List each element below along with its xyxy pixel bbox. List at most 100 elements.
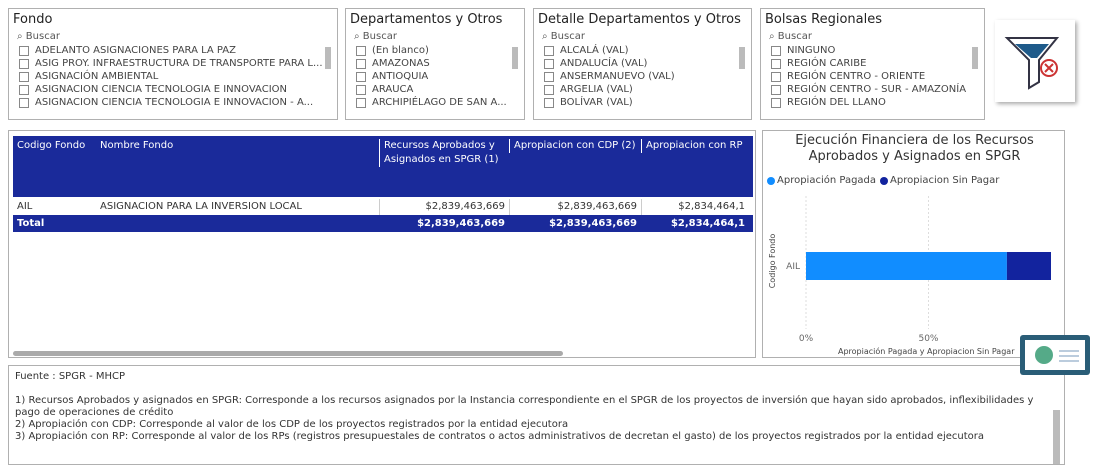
checkbox	[19, 72, 29, 82]
note-line: 2) Apropiación con CDP: Corresponde al v…	[15, 419, 1045, 431]
note-line: 3) Apropiación con RP: Corresponde al va…	[15, 431, 1045, 443]
item-label: ARAUCA	[372, 84, 413, 95]
item-label: REGIÓN DEL LLANO	[787, 97, 886, 108]
slicer-title: Fondo	[13, 12, 337, 27]
bar-segment	[806, 252, 1007, 280]
checkbox	[544, 46, 554, 56]
checkbox	[544, 72, 554, 82]
item-label: AMAZONAS	[372, 58, 430, 69]
checkbox	[544, 98, 554, 108]
x-tick-label: 50%	[918, 334, 938, 344]
checkbox	[771, 72, 781, 82]
scrollbar[interactable]	[1053, 410, 1060, 465]
item-label: (En blanco)	[372, 45, 429, 56]
column-header: Recursos Aprobados y Asignados en SPGR (…	[379, 139, 509, 167]
x-axis-title: Apropiación Pagada y Apropiacion Sin Pag…	[838, 346, 1015, 356]
slicer-item[interactable]: ARGELIA (VAL)	[544, 83, 751, 96]
total-cell: Total	[13, 215, 96, 232]
slicer-item[interactable]: AMAZONAS	[356, 57, 524, 70]
filter-icon	[995, 20, 1075, 102]
table-cell: $2,834,464,1	[641, 199, 749, 215]
clear-filters-button[interactable]	[995, 20, 1075, 102]
app-icon[interactable]	[1020, 335, 1090, 375]
total-cell: $2,839,463,669	[379, 215, 509, 232]
search-box[interactable]: ⌕ Buscar	[769, 31, 984, 42]
search-placeholder: Buscar	[778, 31, 812, 42]
slicer: Departamentos y Otros ⌕ Buscar (En blanco)…	[345, 8, 525, 120]
chart-plot: 0% 50% Apropiación Pagada y Apropiacion Si…	[763, 131, 1065, 358]
slicer-item[interactable]: BOLÍVAR (VAL)	[544, 96, 751, 109]
slicer-title: Detalle Departamentos y Otros	[538, 12, 751, 27]
slicer-item[interactable]: ANDALUCÍA (VAL)	[544, 57, 751, 70]
source: Fuente : SPGR - MHCP	[15, 371, 1058, 383]
column-header: Nombre Fondo	[96, 139, 379, 153]
search-box[interactable]: ⌕ Buscar	[17, 31, 337, 42]
checkbox	[544, 59, 554, 69]
chart-visual: Ejecución Financiera de los Recursos Apr…	[762, 130, 1065, 358]
y-tick-label: AIL	[786, 262, 800, 272]
slicer-item[interactable]: (En blanco)	[356, 44, 524, 57]
checkbox	[356, 72, 366, 82]
item-label: ARGELIA (VAL)	[560, 84, 633, 95]
slicer-item[interactable]: ANSERMANUEVO (VAL)	[544, 70, 751, 83]
slicer-item[interactable]: ARCHIPIÉLAGO DE SAN A...	[356, 96, 524, 109]
slicer-item[interactable]: ANTIOQUIA	[356, 70, 524, 83]
notes-box: Fuente : SPGR - MHCP 1) Recursos Aprobad…	[8, 365, 1065, 465]
table-cell: ASIGNACION PARA LA INVERSION LOCAL	[96, 199, 379, 215]
x-tick-label: 0%	[799, 334, 814, 344]
slicer-item[interactable]: ASIG PROY. INFRAESTRUCTURA DE TRANSPORTE…	[19, 57, 337, 70]
scrollbar[interactable]	[13, 351, 563, 356]
checkbox	[544, 85, 554, 95]
slicer-item[interactable]: ARAUCA	[356, 83, 524, 96]
checkbox	[771, 59, 781, 69]
slicer-item[interactable]: ADELANTO ASIGNACIONES PARA LA PAZ	[19, 44, 337, 57]
slicer-item[interactable]: REGIÓN CENTRO - ORIENTE	[771, 70, 984, 83]
slicer-item[interactable]: REGIÓN DEL LLANO	[771, 96, 984, 109]
y-axis-title: Codigo Fondo	[768, 234, 777, 289]
checkbox	[19, 98, 29, 108]
item-label: BOLÍVAR (VAL)	[560, 97, 633, 108]
slicer-item[interactable]: ASIGNACION CIENCIA TECNOLOGIA E INNOVACI…	[19, 83, 337, 96]
item-label: ADELANTO ASIGNACIONES PARA LA PAZ	[35, 45, 236, 56]
note-line: 1) Recursos Aprobados y asignados en SPG…	[15, 395, 1045, 419]
item-label: ALCALÁ (VAL)	[560, 45, 628, 56]
table-cell: $2,839,463,669	[509, 199, 641, 215]
slicer-item[interactable]: NINGUNO	[771, 44, 984, 57]
checkbox	[771, 85, 781, 95]
search-placeholder: Buscar	[363, 31, 397, 42]
search-box[interactable]: ⌕ Buscar	[542, 31, 751, 42]
search-placeholder: Buscar	[26, 31, 60, 42]
column-header: Apropiacion con CDP (2)	[509, 139, 641, 153]
scrollbar	[325, 47, 331, 69]
item-label: ANSERMANUEVO (VAL)	[560, 71, 675, 82]
slicer-item[interactable]: ALCALÁ (VAL)	[544, 44, 751, 57]
slicer: Detalle Departamentos y Otros ⌕ Buscar ALC…	[533, 8, 752, 120]
search-box[interactable]: ⌕ Buscar	[354, 31, 524, 42]
page: Fondo ⌕ Buscar ADELANTO ASIGNACIONES PARA …	[0, 0, 1112, 462]
slicer: Bolsas Regionales ⌕ Buscar NINGUNO REGIÓN C…	[760, 8, 985, 120]
item-label: ANTIOQUIA	[372, 71, 428, 82]
column-header: Codigo Fondo	[13, 139, 96, 153]
checkbox	[19, 46, 29, 56]
item-label: REGIÓN CENTRO - ORIENTE	[787, 71, 925, 82]
checkbox	[356, 98, 366, 108]
slicer-title: Bolsas Regionales	[765, 12, 984, 27]
checkbox	[356, 59, 366, 69]
scrollbar	[512, 47, 518, 69]
item-label: REGIÓN CARIBE	[787, 58, 866, 69]
scrollbar	[972, 47, 978, 69]
item-label: ASIGNACION CIENCIA TECNOLOGIA E INNOVACI…	[35, 84, 287, 95]
slicer-title: Departamentos y Otros	[350, 12, 524, 27]
table-cell: AIL	[13, 199, 96, 215]
slicer-item[interactable]: ASIGNACION CIENCIA TECNOLOGIA E INNOVACI…	[19, 96, 337, 109]
item-label: REGIÓN CENTRO - SUR - AMAZONÍA	[787, 84, 966, 95]
scrollbar	[739, 47, 745, 69]
slicer-item[interactable]: REGIÓN CENTRO - SUR - AMAZONÍA	[771, 83, 984, 96]
item-label: NINGUNO	[787, 45, 835, 56]
total-cell: $2,834,464,1	[641, 215, 749, 232]
slicer-item[interactable]: REGIÓN CARIBE	[771, 57, 984, 70]
checkbox	[356, 46, 366, 56]
item-label: ANDALUCÍA (VAL)	[560, 58, 647, 69]
checkbox	[771, 46, 781, 56]
slicer-item[interactable]: ASIGNACIÓN AMBIENTAL	[19, 70, 337, 83]
